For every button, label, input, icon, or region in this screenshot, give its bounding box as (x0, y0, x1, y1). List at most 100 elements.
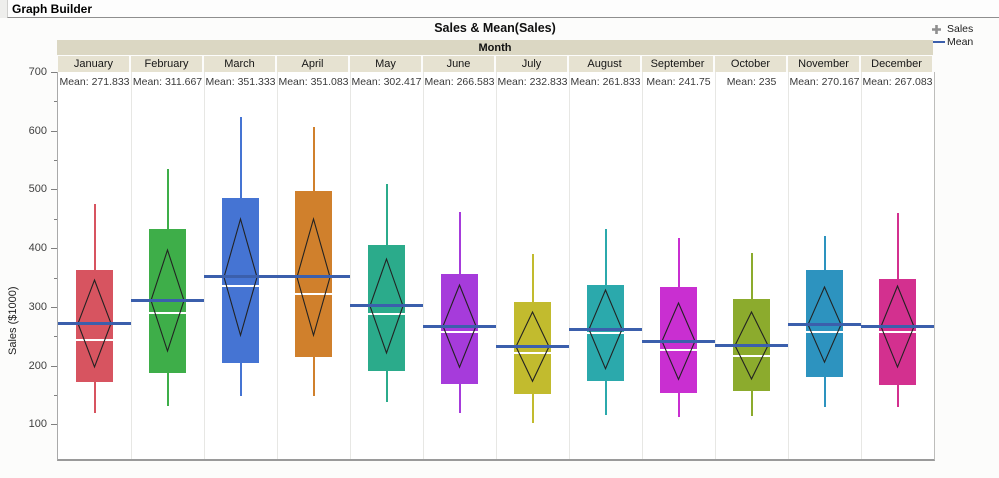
mean-line (715, 343, 788, 347)
y-tick-label: 300 (28, 300, 47, 313)
month-header-may: May (350, 56, 421, 72)
upper-whisker (385, 183, 388, 246)
upper-whisker (166, 168, 169, 230)
column-separator (422, 72, 424, 459)
mean-diamond (661, 301, 696, 381)
mean-value-label: Mean: 351.333 (205, 76, 276, 88)
plus-marker-icon (925, 24, 947, 35)
box-plot-december[interactable] (861, 72, 934, 459)
iqr-box[interactable] (441, 274, 478, 385)
y-axis[interactable]: 100 200 300 400 500 600 700 (0, 66, 57, 459)
y-tick-major (51, 424, 57, 426)
month-header-april: April (277, 56, 348, 72)
mean-line-icon (925, 41, 947, 43)
month-header-row: January February March April May June July Augu… (57, 56, 933, 72)
mean-line (569, 327, 642, 331)
median-line (438, 331, 481, 334)
box-plot-august[interactable] (569, 72, 642, 459)
month-header-march: March (204, 56, 275, 72)
box-plot-july[interactable] (496, 72, 569, 459)
mean-diamond (150, 247, 185, 353)
upper-whisker (677, 237, 680, 287)
report-content: Sales & Mean(Sales) Sales Mean Month Jan… (0, 18, 999, 478)
box-plot-may[interactable] (350, 72, 423, 459)
legend-item-mean[interactable]: Mean (925, 36, 997, 48)
mean-value-label: Mean: 271.833 (59, 76, 130, 88)
mean-line (423, 325, 496, 329)
panel-title: Graph Builder (12, 1, 93, 16)
y-tick-major (51, 130, 57, 132)
month-header-july: July (496, 56, 567, 72)
box-plot-november[interactable] (788, 72, 861, 459)
column-separator (130, 72, 132, 459)
median-line (219, 285, 262, 288)
box-plot-march[interactable] (204, 72, 277, 459)
upper-whisker (823, 235, 826, 271)
lower-whisker (531, 393, 534, 423)
mean-value-label: Mean: 302.417 (351, 76, 422, 88)
y-axis-title: Sales ($1000) (7, 286, 19, 356)
mean-value-label: Mean: 235 (726, 76, 777, 88)
mean-value-label: Mean: 311.667 (132, 76, 203, 88)
column-separator (203, 72, 205, 459)
mean-diamond (807, 285, 842, 364)
mean-value-label: Mean: 261.833 (570, 76, 641, 88)
mean-line (788, 322, 861, 326)
lower-whisker (604, 380, 607, 415)
box-plot-april[interactable] (277, 72, 350, 459)
y-tick-minor (54, 277, 57, 279)
y-tick-label: 200 (28, 359, 47, 372)
mean-diamond (296, 216, 331, 338)
upper-whisker (531, 254, 534, 302)
y-tick-minor (54, 160, 57, 162)
y-tick-minor (54, 394, 57, 396)
lower-whisker (677, 393, 680, 417)
mean-diamond (588, 288, 623, 371)
median-line (584, 332, 627, 335)
mean-line (861, 324, 934, 328)
box-plot-february[interactable] (131, 72, 204, 459)
legend-label-mean: Mean (947, 36, 974, 48)
y-tick-minor (54, 218, 57, 220)
legend-item-sales[interactable]: Sales (925, 23, 997, 35)
iqr-box[interactable] (76, 270, 113, 383)
column-separator (349, 72, 351, 459)
mean-value-label: Mean: 270.167 (789, 76, 860, 88)
lower-whisker (93, 382, 96, 413)
mean-diamond (369, 256, 404, 355)
month-header-june: June (423, 56, 494, 72)
median-line (876, 331, 919, 334)
mean-value-label: Mean: 241.75 (646, 76, 711, 88)
plot-area[interactable]: Mean: 271.833 Mean: 311.667 Mean: 351.333 M… (57, 72, 935, 461)
box-plot-june[interactable] (423, 72, 496, 459)
box-plot-october[interactable] (715, 72, 788, 459)
median-line (657, 348, 700, 351)
mean-diamond (880, 284, 915, 369)
upper-whisker (458, 211, 461, 274)
mean-diamond (734, 310, 769, 380)
mean-line (350, 303, 423, 307)
column-separator (860, 72, 862, 459)
lower-whisker (896, 385, 899, 407)
mean-diamond (515, 310, 550, 383)
y-tick-label: 100 (28, 418, 47, 431)
lower-whisker (823, 376, 826, 407)
lower-whisker (750, 391, 753, 416)
iqr-box[interactable] (368, 245, 405, 371)
column-separator (787, 72, 789, 459)
y-tick-label: 500 (28, 183, 47, 196)
box-plot-september[interactable] (642, 72, 715, 459)
box-plot-january[interactable] (58, 72, 131, 459)
y-tick-major (51, 306, 57, 308)
upper-whisker (604, 228, 607, 285)
mean-line (131, 298, 204, 302)
month-header-october: October (715, 56, 786, 72)
column-separator (276, 72, 278, 459)
mean-value-label: Mean: 351.083 (278, 76, 349, 88)
mean-line (642, 339, 715, 343)
median-line (511, 352, 554, 355)
panel-header[interactable]: Graph Builder (7, 0, 999, 18)
y-tick-label: 700 (28, 66, 47, 78)
month-header-august: August (569, 56, 640, 72)
y-tick-major (51, 365, 57, 367)
